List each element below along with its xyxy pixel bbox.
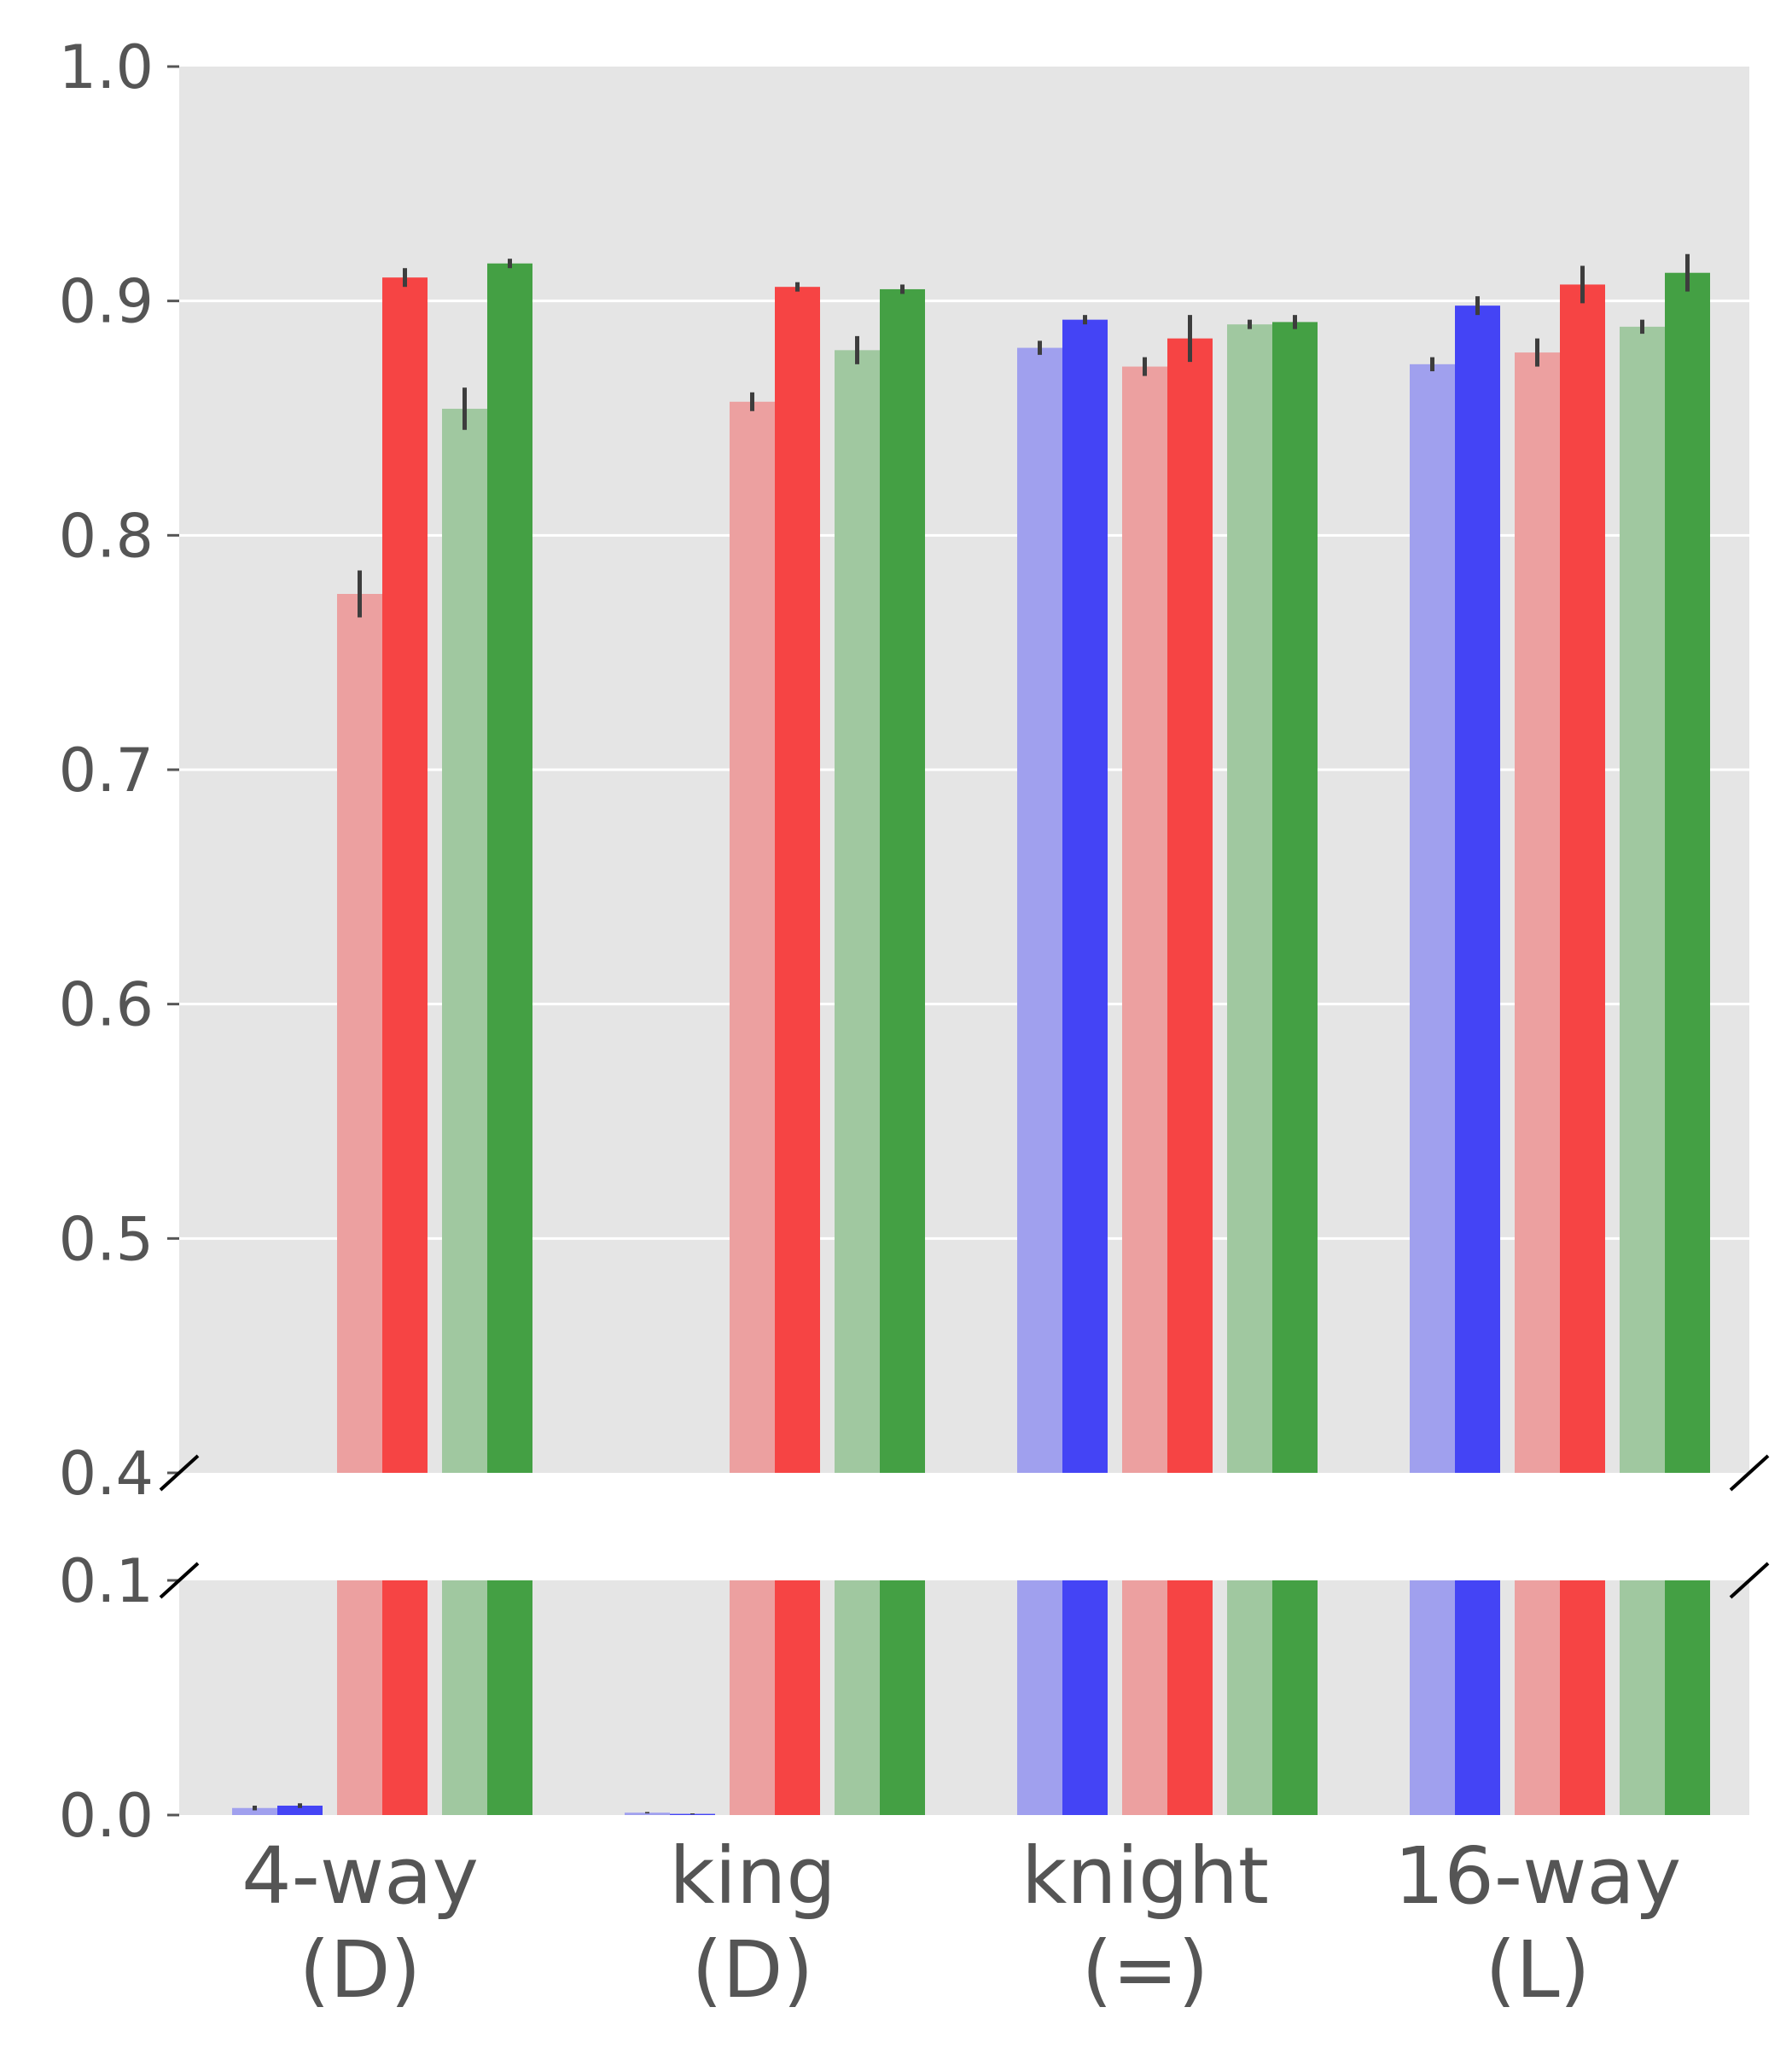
bar — [1560, 284, 1605, 1474]
y-tick-label: 0.1 — [59, 1546, 154, 1616]
x-category-sublabel: (=) — [1082, 1924, 1209, 2016]
bar — [487, 263, 532, 1474]
x-axis-labels: 4-way(D)king(D)knight(=)16-way(L) — [241, 1830, 1681, 2016]
bar — [1620, 326, 1665, 1473]
bar — [1272, 1580, 1318, 1815]
y-tick-label: 0.6 — [59, 970, 154, 1040]
y-tick-label: 0.0 — [59, 1781, 154, 1851]
bar — [730, 401, 775, 1474]
break-mark — [1729, 1454, 1770, 1492]
bar — [1122, 366, 1167, 1473]
break-mark — [1729, 1562, 1770, 1599]
x-category-sublabel: (D) — [300, 1924, 422, 2016]
y-tick-label: 1.0 — [59, 32, 154, 102]
bar — [775, 1580, 820, 1815]
x-category-sublabel: (D) — [692, 1924, 814, 2016]
bar — [1272, 322, 1318, 1473]
y-axis-ticks: 1.0 0.9 0.8 0.7 0.6 0.5 0.4 0.1 0.0 — [59, 32, 179, 1851]
error-bars — [358, 253, 1690, 618]
bar — [337, 594, 382, 1473]
bar — [487, 1580, 532, 1815]
bar — [670, 1813, 715, 1815]
bar — [1062, 1580, 1108, 1815]
bar — [1410, 364, 1455, 1473]
bar — [232, 1807, 277, 1815]
break-mark — [159, 1562, 200, 1599]
x-category-label: 16-way — [1394, 1830, 1681, 1922]
break-mark — [159, 1454, 200, 1492]
bar — [1167, 338, 1213, 1474]
y-tick-label: 0.7 — [59, 736, 154, 806]
bar — [1227, 324, 1272, 1474]
y-tick-label: 0.9 — [59, 267, 154, 337]
bar — [277, 1806, 323, 1815]
y-tick-label: 0.4 — [59, 1439, 154, 1509]
bar — [625, 1812, 670, 1815]
bar — [442, 1580, 487, 1815]
bar — [337, 1580, 382, 1815]
x-category-sublabel: (L) — [1485, 1924, 1590, 2016]
axis-break-marks — [159, 1454, 1770, 1599]
bar — [1515, 1580, 1560, 1815]
y-tick-label: 0.8 — [59, 501, 154, 571]
bar — [442, 409, 487, 1474]
bar — [1017, 1580, 1062, 1815]
lower-error-bars — [253, 1803, 695, 1815]
bar — [1515, 352, 1560, 1474]
bar — [1017, 347, 1062, 1474]
bar — [1560, 1580, 1605, 1815]
bar — [382, 1580, 428, 1815]
bar — [880, 1580, 925, 1815]
x-category-label: king — [669, 1830, 836, 1922]
x-category-label: 4-way — [241, 1830, 479, 1922]
bar-marks — [337, 263, 1710, 1474]
x-category-label: knight — [1021, 1830, 1269, 1922]
bar — [730, 1580, 775, 1815]
bar — [775, 287, 820, 1474]
bar — [1122, 1580, 1167, 1815]
bar — [1167, 1580, 1213, 1815]
bar — [1410, 1580, 1455, 1815]
bar — [835, 1580, 880, 1815]
bar — [382, 277, 428, 1474]
bar — [1620, 1580, 1665, 1815]
bar — [1665, 1580, 1710, 1815]
bar — [835, 350, 880, 1473]
bar — [1455, 305, 1500, 1473]
bar — [1665, 272, 1710, 1473]
bar — [1062, 319, 1108, 1473]
lower-bar-marks — [232, 1580, 1710, 1815]
bar — [880, 288, 925, 1473]
bar — [1227, 1580, 1272, 1815]
y-tick-label: 0.5 — [59, 1204, 154, 1274]
bar — [1455, 1580, 1500, 1815]
